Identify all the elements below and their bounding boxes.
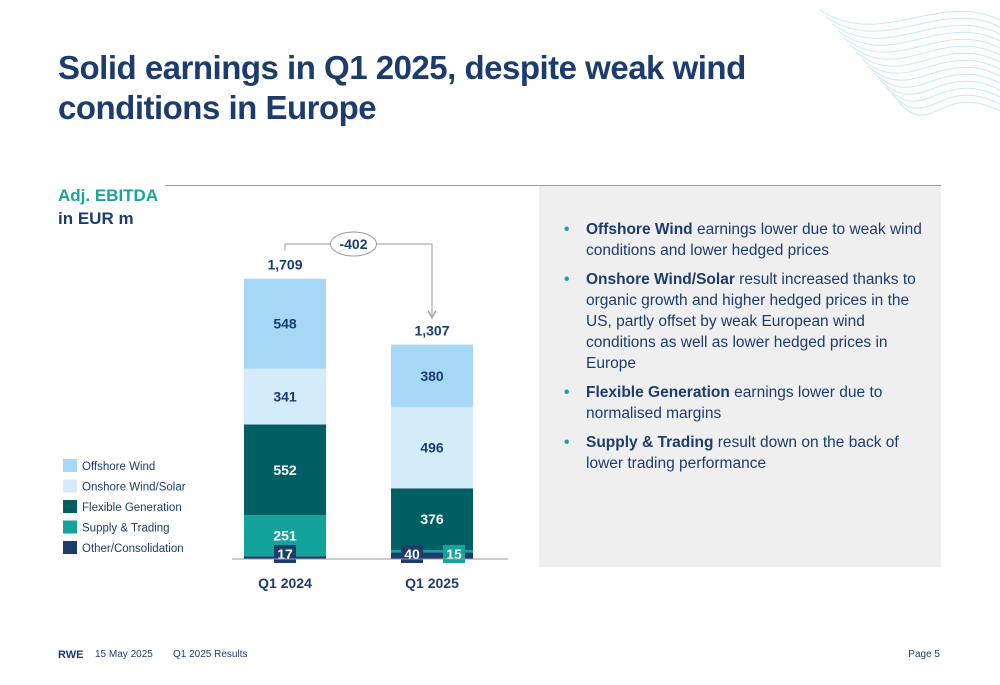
brand-logo: RWE bbox=[58, 649, 84, 661]
bullet-text: earnings lower due to normalised margins bbox=[586, 384, 883, 422]
commentary-bullet: • Supply & Trading result down on the bac… bbox=[560, 432, 930, 474]
bar-segment-supply-trading bbox=[391, 549, 473, 553]
legend-swatch-supply-trading bbox=[63, 520, 77, 534]
decorative-wave-lines bbox=[819, 9, 1000, 116]
x-tick-label: Q1 2025 bbox=[405, 575, 459, 591]
wave-line bbox=[825, 16, 1000, 32]
change-badge bbox=[330, 231, 377, 257]
legend-label-flexible-generation: Flexible Generation bbox=[82, 502, 182, 514]
metric-unit: in EUR m bbox=[58, 209, 134, 228]
data-label: 380 bbox=[420, 368, 444, 384]
bar-segment-offshore-wind bbox=[244, 278, 326, 369]
ebitda-stacked-bar-chart: Q1 2024 1,709 Q1 2025 1,307 17 251 552 341 548 40… bbox=[63, 231, 508, 591]
commentary-list: • Offshore Wind earnings lower due to wea… bbox=[560, 219, 930, 482]
wave-line bbox=[873, 72, 1000, 88]
change-arrowhead bbox=[427, 310, 437, 319]
wave-line bbox=[891, 93, 1000, 109]
legend-label-onshore-wind-solar: Onshore Wind/Solar bbox=[82, 482, 186, 494]
data-label: 552 bbox=[273, 462, 297, 478]
commentary-bullet: • Offshore Wind earnings lower due to wea… bbox=[560, 219, 930, 261]
bullet-text: result down on the back of lower trading… bbox=[586, 434, 899, 472]
wave-line bbox=[831, 23, 1000, 39]
commentary-bullet: • Onshore Wind/Solar result increased tha… bbox=[560, 269, 930, 374]
footer-date: 15 May 2025 bbox=[95, 649, 153, 660]
legend-swatch-flexible-generation bbox=[63, 500, 77, 513]
wave-line bbox=[855, 51, 1000, 67]
page-title: Solid earnings in Q1 2025, despite weak … bbox=[58, 49, 746, 126]
bullet-marker: • bbox=[564, 384, 570, 401]
data-label: 496 bbox=[420, 440, 444, 456]
wave-line bbox=[849, 44, 1000, 60]
wave-line bbox=[837, 30, 1000, 46]
bullet-heading: Supply & Trading bbox=[586, 434, 714, 451]
x-tick-label: Q1 2024 bbox=[258, 575, 312, 591]
bullet-marker: • bbox=[564, 434, 570, 451]
data-label: 17 bbox=[277, 546, 293, 562]
bullet-text: result increased thanks to organic growt… bbox=[586, 271, 916, 372]
bar-segment-other-consolidation bbox=[391, 552, 473, 559]
change-label: -402 bbox=[339, 236, 367, 252]
wave-line bbox=[819, 9, 1000, 25]
data-label: 548 bbox=[273, 316, 297, 332]
bullet-marker: • bbox=[564, 271, 570, 288]
legend-label-other-consolidation: Other/Consolidation bbox=[82, 543, 184, 555]
wave-line bbox=[879, 79, 1000, 95]
legend-swatch-other-consolidation bbox=[63, 541, 77, 554]
bar-segment-flexible-generation bbox=[391, 488, 473, 550]
wave-line bbox=[861, 58, 1000, 74]
data-label: 341 bbox=[273, 389, 297, 405]
metric-label: Adj. EBITDA bbox=[58, 186, 159, 205]
data-label: 251 bbox=[273, 528, 297, 544]
page-number: Page 5 bbox=[908, 649, 940, 660]
header-divider bbox=[165, 185, 941, 186]
total-label: 1,709 bbox=[267, 257, 302, 273]
data-label: 15 bbox=[446, 546, 462, 562]
bar-segment-flexible-generation bbox=[244, 424, 326, 516]
legend-swatch-offshore-wind bbox=[63, 459, 77, 472]
bar-segment-offshore-wind bbox=[391, 344, 473, 407]
total-label: 1,307 bbox=[414, 323, 449, 339]
bullet-heading: Onshore Wind/Solar bbox=[586, 271, 735, 288]
commentary-panel bbox=[539, 186, 941, 567]
bullet-text: earnings lower due to weak wind conditio… bbox=[586, 221, 922, 259]
commentary-bullet: • Flexible Generation earnings lower due … bbox=[560, 382, 930, 424]
legend-swatch-onshore-wind-solar bbox=[63, 479, 77, 493]
legend-label-offshore-wind: Offshore Wind bbox=[82, 461, 155, 473]
wave-line bbox=[897, 100, 1000, 116]
footer-document-title: Q1 2025 Results bbox=[173, 649, 248, 660]
bullet-heading: Offshore Wind bbox=[586, 221, 693, 238]
bullet-heading: Flexible Generation bbox=[586, 384, 730, 401]
data-label: 40 bbox=[404, 546, 420, 562]
wave-line bbox=[843, 37, 1000, 53]
bar-segment-onshore-wind-solar bbox=[391, 406, 473, 489]
wave-line bbox=[885, 86, 1000, 102]
bar-segment-onshore-wind-solar bbox=[244, 368, 326, 425]
legend-label-supply-trading: Supply & Trading bbox=[82, 523, 170, 535]
bullet-marker: • bbox=[564, 221, 570, 238]
wave-line bbox=[867, 65, 1000, 81]
data-label: 376 bbox=[420, 511, 444, 527]
